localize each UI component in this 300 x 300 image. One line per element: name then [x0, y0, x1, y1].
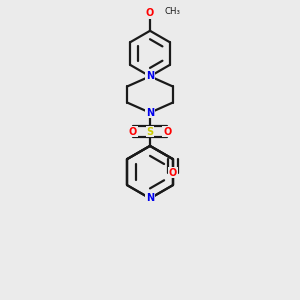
Text: N: N [146, 194, 154, 203]
Text: O: O [163, 127, 172, 137]
Text: N: N [146, 71, 154, 81]
Text: N: N [146, 108, 154, 118]
Text: O: O [146, 8, 154, 18]
Text: CH₃: CH₃ [164, 7, 180, 16]
Text: S: S [146, 127, 154, 137]
Text: O: O [169, 168, 177, 178]
Text: O: O [128, 127, 137, 137]
